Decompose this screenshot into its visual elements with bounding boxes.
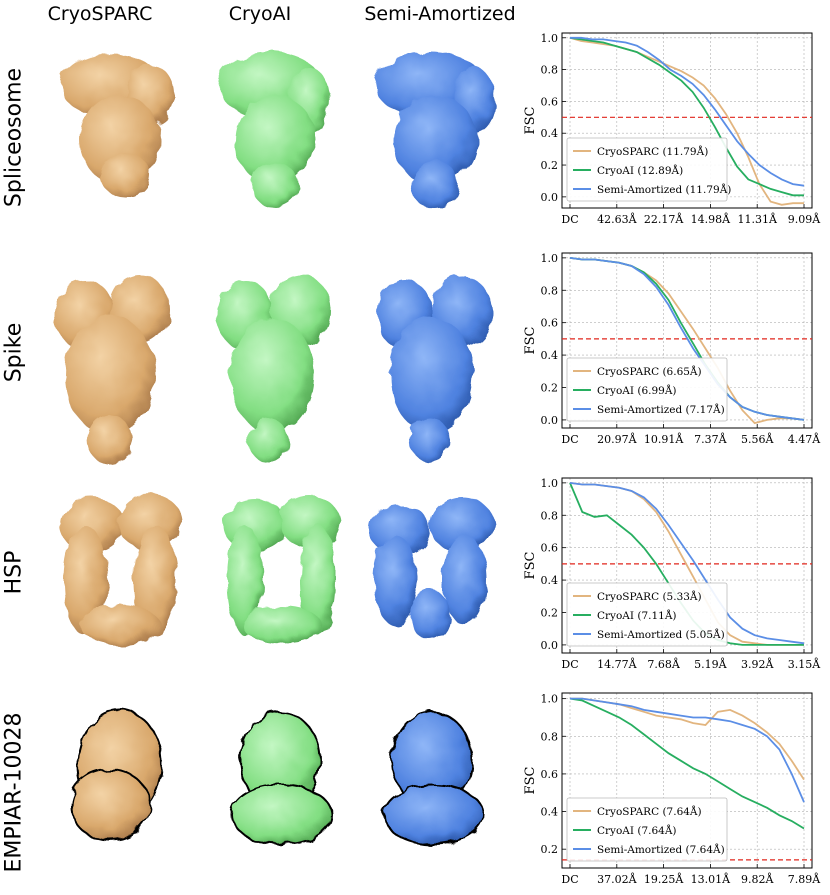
fsc-plot-empiar-10028: 0.2 0.4 0.6 0.8 1.0 DC 37.02Å 19.25Å 13.01Å 9.82Å… [523,692,821,886]
legend-label: CryoSPARC (5.33Å) [597,589,702,603]
x-tick-label: 7.68Å [647,657,680,671]
y-axis-label: FSC [523,327,538,355]
legend-box [566,357,728,422]
x-tick-label: 5.19Å [694,657,727,671]
x-tick-label: 5.56Å [741,432,774,446]
legend-label: CryoSPARC (6.65Å) [597,364,702,378]
structure-grid [55,52,495,846]
legend-label: Semi-Amortized (7.64Å) [597,842,725,856]
legend-label: CryoSPARC (7.64Å) [597,804,702,818]
y-tick-label: 0.4 [541,127,559,140]
y-tick-label: 0.6 [541,542,559,555]
y-tick-label: 0.4 [541,574,559,587]
series-line-cryoai [569,36,804,197]
x-tick-label: 20.97Å [597,432,637,446]
x-tick-label: 13.01Å [691,872,731,886]
x-tick-label: 7.89Å [788,872,821,886]
y-tick-label: 1.0 [541,32,559,45]
x-tick-label: 4.47Å [788,432,821,446]
series-line-semi [569,257,805,421]
empiar-cryoai-structure [231,711,333,846]
x-tick-label: DC [561,433,578,446]
y-tick-label: 0.8 [541,284,559,297]
fsc-plot-hsp: 0.0 0.2 0.4 0.6 0.8 1.0 DC 14.77Å 7.68Å 5.19Å 3.92… [523,477,821,671]
x-tick-label: 9.82Å [741,872,774,886]
x-tick-label: 10.91Å [644,432,684,446]
legend-label: CryoAI (12.89Å) [597,163,683,177]
y-tick-label: 0.2 [541,606,559,619]
x-tick-label: 3.15Å [788,657,821,671]
hsp-cryoai-structure [223,496,340,643]
legend-label: Semi-Amortized (11.79Å) [597,182,731,196]
series-line-semi [570,697,805,803]
x-tick-label: 3.92Å [741,657,774,671]
legend-label: Semi-Amortized (7.17Å) [597,402,725,416]
empiar-cryosparc-structure [69,709,163,841]
plot-frame [561,477,813,654]
column-header-cryosparc: CryoSPARC [47,3,153,25]
x-tick-label: 19.25Å [644,872,684,886]
column-header-cryoai: CryoAI [228,3,292,25]
spike-cryosparc-structure [55,275,170,465]
series-line-cryoai [569,697,805,830]
y-tick-label: 0.8 [541,64,559,77]
legend-label: CryoAI (6.99Å) [597,383,677,397]
y-tick-label: 0.6 [541,95,559,108]
y-tick-label: 0.6 [541,768,559,781]
spike-cryoai-structure [217,274,330,462]
y-axis-label: FSC [523,552,538,580]
y-axis-label: FSC [523,767,538,795]
spliceosome-cryoai-structure [218,52,330,207]
legend-box [566,797,728,862]
x-tick-label: 37.02Å [597,872,637,886]
x-tick-label: 7.37Å [694,432,727,446]
legend-box [566,582,728,647]
y-axis-label: FSC [523,107,538,135]
y-tick-label: 1.0 [541,477,559,490]
series-line-semi [570,36,805,187]
y-tick-label: 0.4 [541,806,559,819]
plot-frame [561,252,813,429]
x-tick-label: 22.17Å [644,212,684,226]
x-tick-label: 42.63Å [597,212,637,226]
y-tick-label: 0.4 [541,349,559,362]
hsp-cryosparc-structure [60,494,182,645]
column-header-semi-amortized: Semi-Amortized [364,3,516,25]
x-tick-label: DC [561,213,578,226]
spike-semi-amortized-structure [377,276,492,462]
y-tick-label: 0.6 [541,317,559,330]
x-tick-label: DC [561,658,578,671]
x-tick-label: 14.77Å [597,657,637,671]
legend-box [566,137,728,202]
plot-frame [561,32,813,209]
hsp-semi-amortized-structure [370,497,494,640]
legend-label: CryoAI (7.64Å) [597,823,677,837]
x-tick-label: 14.98Å [691,212,731,226]
spliceosome-cryosparc-structure [60,53,175,197]
spliceosome-semi-amortized-structure [375,52,495,209]
y-tick-label: 0.8 [541,730,559,743]
y-tick-label: 0.8 [541,509,559,522]
fsc-plot-spike: 0.0 0.2 0.4 0.6 0.8 1.0 DC 20.97Å 10.91Å 7.37Å 5.5… [523,252,821,446]
series-line-semi [569,482,805,645]
x-tick-label: 9.09Å [788,212,821,226]
empiar-semi-amortized-structure [383,711,485,846]
legend-label: CryoSPARC (11.79Å) [597,144,708,158]
x-tick-label: DC [561,873,578,886]
y-tick-label: 0.2 [541,843,559,856]
fsc-plot-spliceosome: 0.0 0.2 0.4 0.6 0.8 1.0 DC 42.63Å 22.17Å 14.98Å 11… [523,32,821,226]
legend-label: CryoAI (7.11Å) [597,608,677,622]
y-tick-label: 0.2 [541,159,559,172]
y-tick-label: 0.2 [541,381,559,394]
y-tick-label: 0.0 [541,414,559,427]
y-tick-label: 1.0 [541,252,559,265]
plot-frame [561,692,813,869]
x-tick-label: 11.31Å [737,212,777,226]
y-tick-label: 0.0 [541,191,559,204]
y-tick-label: 0.0 [541,639,559,652]
legend-label: Semi-Amortized (5.05Å) [597,627,725,641]
y-tick-label: 1.0 [541,693,559,706]
